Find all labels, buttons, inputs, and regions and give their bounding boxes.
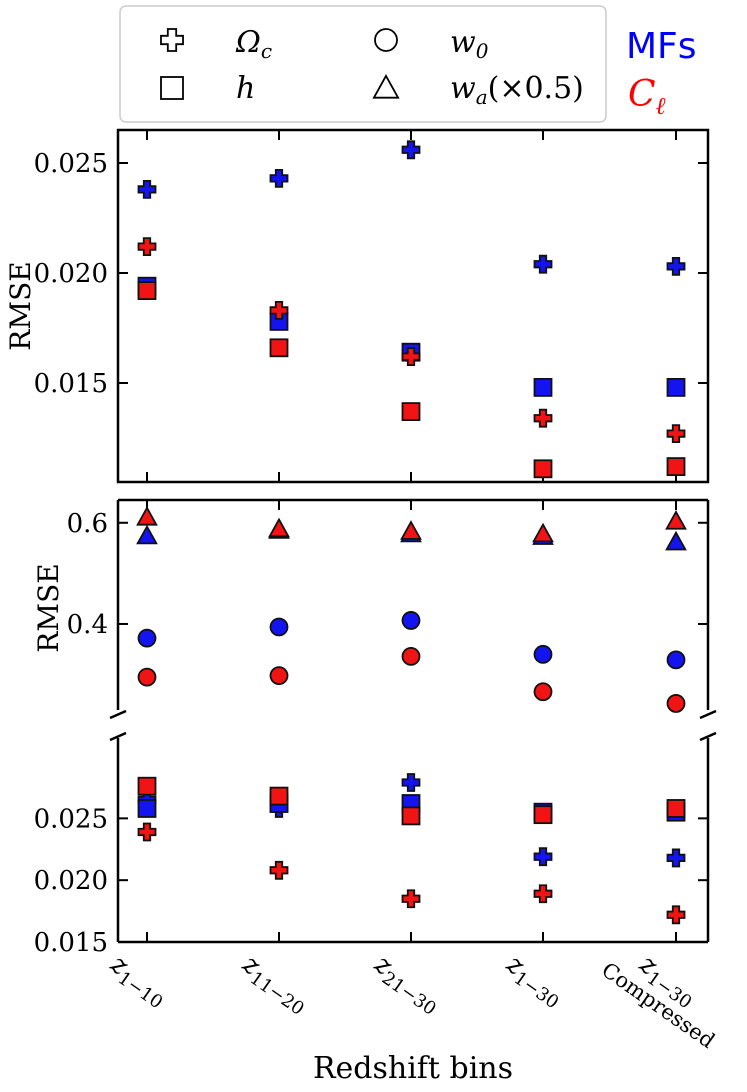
point-mfs-triangle: [665, 530, 687, 551]
point-cl-circle: [401, 646, 421, 666]
point-cl-plus: [401, 889, 421, 909]
point-mfs-plus: [666, 848, 686, 868]
x-tick-label: z1−10: [102, 949, 174, 1014]
legend-label-h: h: [236, 71, 255, 106]
point-cl-square: [137, 281, 157, 301]
point-cl-square: [269, 338, 289, 358]
y-tick-label: 0.6: [67, 509, 108, 539]
y-axis-label-bottom: RMSE: [32, 563, 65, 652]
point-mfs-circle: [137, 628, 157, 648]
point-cl-square: [401, 806, 421, 826]
point-cl-square: [666, 457, 686, 477]
legend-marker-square: [160, 76, 184, 100]
point-mfs-square: [666, 377, 686, 397]
legend-label-wa: wa(×0.5): [450, 71, 584, 109]
point-cl-circle: [269, 666, 289, 685]
point-mfs-square: [137, 799, 157, 818]
x-tick-label: z21−30: [366, 949, 447, 1020]
panel-bottom-frame: [109, 498, 717, 944]
method-label-mfs: MFs: [626, 26, 697, 67]
point-mfs-plus: [533, 847, 553, 867]
point-cl-plus: [269, 860, 289, 880]
panel-top-frame: [116, 128, 710, 484]
legend-label-w0: w0: [450, 25, 489, 63]
point-cl-triangle: [400, 520, 422, 540]
axis-break-left: [109, 709, 127, 720]
point-cl-plus: [269, 301, 289, 320]
y-tick-label: 0.4: [67, 610, 108, 640]
svg-text:z1−30: z1−30: [498, 949, 570, 1014]
point-mfs-triangle: [136, 524, 158, 545]
point-cl-triangle: [136, 506, 158, 526]
point-mfs-circle: [269, 617, 289, 637]
point-cl-plus: [137, 822, 157, 842]
ticks: 0.015 0.020 0.025 0.4 0.6 0.015 0.020 0.025: [34, 130, 708, 958]
y-tick-label: 0.020: [34, 259, 108, 289]
legend-marker-plus: [160, 28, 184, 52]
point-cl-plus: [137, 237, 157, 256]
point-cl-circle: [137, 667, 157, 687]
y-tick-label: 0.015: [34, 369, 108, 399]
point-cl-plus: [666, 424, 686, 443]
svg-text:z11−20: z11−20: [234, 949, 315, 1020]
point-mfs-plus: [401, 773, 421, 792]
point-cl-square: [401, 402, 421, 422]
point-cl-plus: [533, 408, 553, 428]
point-cl-square: [533, 805, 553, 825]
x-tick-label: z11−20: [234, 949, 315, 1020]
point-cl-triangle: [532, 522, 554, 543]
point-mfs-plus: [533, 254, 553, 274]
legend-label-omega: Ωc: [235, 25, 272, 63]
point-cl-square: [533, 459, 553, 479]
point-cl-plus: [533, 884, 553, 904]
axis-break-right: [699, 709, 717, 720]
svg-text:z1−10: z1−10: [102, 949, 174, 1014]
point-mfs-circle: [666, 650, 686, 670]
y-tick-label: 0.025: [34, 149, 108, 179]
point-cl-plus: [666, 905, 686, 925]
legend-frame: [119, 5, 607, 123]
x-axis-label: Redshift bins: [313, 1051, 513, 1086]
point-mfs-plus: [401, 140, 421, 160]
y-tick-label: 0.015: [34, 928, 108, 958]
legend-marker-circle: [374, 28, 398, 52]
method-label-cl: Cℓ: [628, 74, 666, 120]
point-cl-triangle: [268, 517, 290, 538]
point-cl-square: [137, 776, 157, 796]
point-cl-square: [269, 786, 289, 806]
legend-markers: [160, 28, 400, 100]
point-mfs-plus: [666, 257, 686, 276]
legend-marker-triangle: [372, 74, 400, 99]
y-axis-label-top: RMSE: [4, 261, 37, 350]
legend: Ωc w0 h wa(×0.5): [119, 5, 607, 123]
point-mfs-square: [533, 377, 553, 397]
svg-text:z21−30: z21−30: [366, 949, 447, 1020]
data-marks: [136, 140, 687, 925]
point-cl-circle: [666, 694, 686, 713]
x-tick-label: z1−30: [498, 949, 570, 1014]
point-cl-plus: [401, 347, 421, 366]
point-cl-square: [666, 799, 686, 818]
y-tick-label: 0.020: [34, 866, 108, 896]
point-mfs-plus: [137, 180, 157, 199]
point-mfs-circle: [533, 644, 553, 664]
y-tick-label: 0.025: [34, 804, 108, 834]
point-mfs-circle: [401, 611, 421, 630]
point-cl-triangle: [665, 510, 687, 530]
point-mfs-plus: [269, 169, 289, 188]
point-cl-circle: [533, 682, 553, 702]
